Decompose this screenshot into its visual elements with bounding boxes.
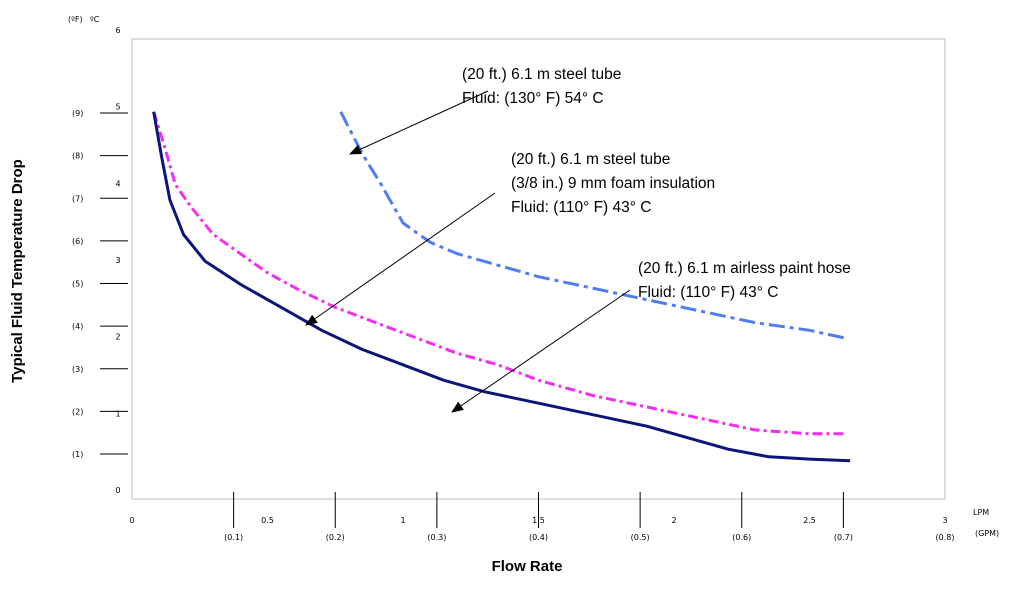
series-line-airless-paint-hose-43c [152, 111, 851, 463]
y-secondary-tick-label: (6) [72, 237, 83, 246]
x-unit-secondary: (GPM) [975, 529, 999, 538]
series-line-steel-tube-54c [339, 111, 846, 340]
x-secondary-tick-label: (0.6) [732, 533, 751, 542]
x-unit-primary: LPM [973, 508, 989, 517]
y-tick-label: 6 [115, 26, 120, 35]
y-secondary-tick-label: (5) [72, 280, 83, 289]
annotation-arrow [305, 192, 496, 326]
y-tick-label: 5 [115, 103, 120, 112]
annotation-text: Fluid: (130° F) 54° C [462, 90, 604, 107]
y-secondary-tick-label: (3) [72, 365, 83, 374]
annotation-text: (20 ft.) 6.1 m airless paint hose [638, 260, 851, 277]
y-unit-primary: ºC [90, 15, 100, 24]
y-secondary-tick-label: (7) [72, 194, 83, 203]
y-secondary-tick-label: (4) [72, 322, 83, 331]
x-secondary-tick-label: (0.2) [326, 533, 345, 542]
y-tick-label: 4 [115, 179, 120, 188]
series-layer [152, 111, 851, 463]
annotation-text: (20 ft.) 6.1 m steel tube [511, 151, 670, 168]
x-tick-label: 0.5 [261, 516, 274, 525]
x-secondary-tick-label: (0.8) [936, 533, 955, 542]
y-unit-secondary: (ºF) [68, 15, 83, 24]
annotation-text: Fluid: (110° F) 43° C [638, 284, 778, 301]
x-tick-label: 2.5 [803, 516, 816, 525]
x-tick-label: 3 [942, 516, 947, 525]
y-tick-label: 2 [115, 333, 120, 342]
annotation-text: Fluid: (110° F) 43° C [511, 199, 651, 216]
x-secondary-tick-label: (0.3) [427, 533, 446, 542]
x-tick-label: 1 [400, 516, 405, 525]
x-secondary-tick-label: (0.5) [631, 533, 650, 542]
y-tick-label: 1 [115, 409, 120, 418]
x-tick-label: 2 [671, 516, 676, 525]
x-axis-title: Flow Rate [492, 558, 563, 575]
x-axis-secondary: (0.1) (0.2) (0.3) (0.4) (0.5) (0.6) (0.7) (0.8) [224, 492, 954, 542]
y-axis-secondary: (1) (2) (3) (4) (5) (6) (7) (8) (9) [72, 109, 128, 459]
x-secondary-tick-label: (0.4) [529, 533, 548, 542]
y-secondary-tick-label: (2) [72, 407, 83, 416]
y-tick-label: 0 [115, 486, 120, 495]
y-axis-title: Typical Fluid Temperature Drop [9, 159, 26, 383]
x-tick-label: 0 [129, 516, 134, 525]
annotation-arrow [349, 90, 489, 155]
annotation-text: (20 ft.) 6.1 m steel tube [462, 66, 621, 83]
series-line-steel-tube-insulated-43c [152, 111, 845, 436]
y-secondary-tick-label: (9) [72, 109, 83, 118]
annotation-layer: (20 ft.) 6.1 m steel tube Fluid: (130° F)… [305, 66, 851, 413]
y-secondary-tick-label: (1) [72, 450, 83, 459]
x-secondary-tick-label: (0.1) [224, 533, 243, 542]
x-secondary-tick-label: (0.7) [834, 533, 853, 542]
annotation-arrow [451, 289, 631, 413]
y-axis-primary: 0 1 2 3 4 5 6 [115, 26, 120, 495]
y-tick-label: 3 [115, 256, 120, 265]
y-secondary-tick-label: (8) [72, 152, 83, 161]
annotation-text: (3/8 in.) 9 mm foam insulation [511, 175, 715, 192]
